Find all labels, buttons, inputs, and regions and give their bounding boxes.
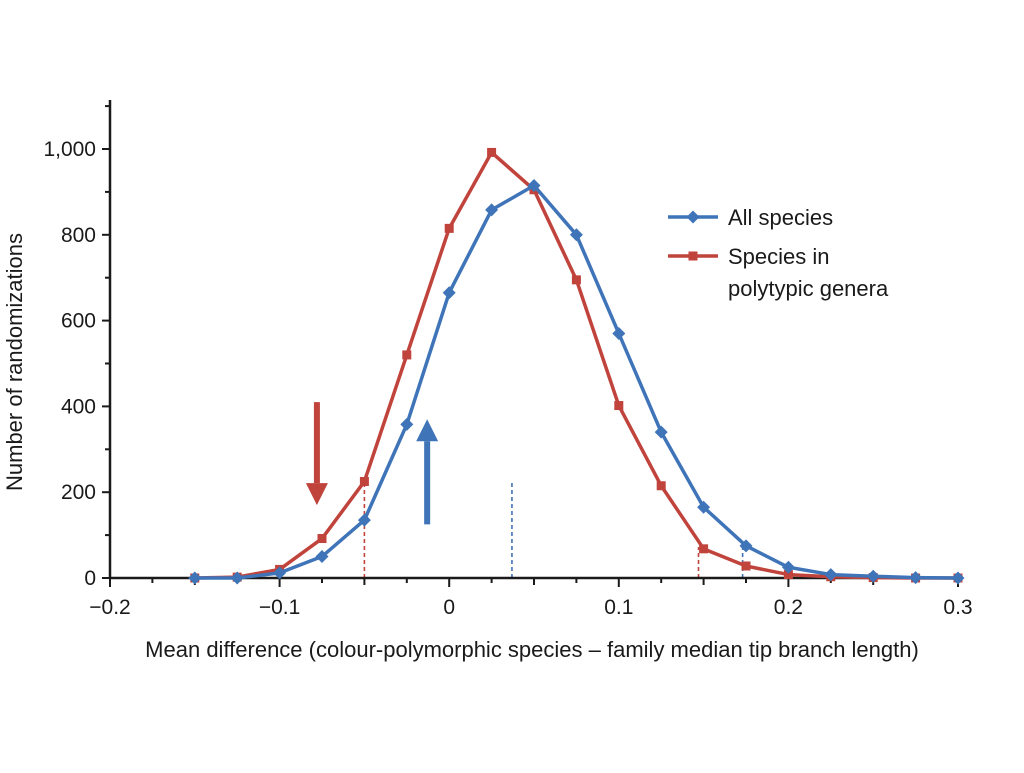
- legend-item-all-species: All species: [668, 205, 833, 230]
- data-point: [571, 275, 581, 285]
- series-group: [188, 147, 965, 585]
- x-tick-label: 0: [443, 596, 455, 619]
- data-point: [315, 550, 329, 564]
- critical-value-lines: [363, 481, 744, 578]
- x-tick-label: −0.2: [89, 596, 130, 619]
- x-tick-label: 0.3: [943, 596, 972, 619]
- arrow-head: [416, 419, 439, 442]
- data-point: [866, 569, 880, 583]
- arrow-head: [305, 483, 328, 506]
- series-line: [194, 150, 958, 580]
- x-tick-label: 0.1: [604, 596, 633, 619]
- y-tick-label: 1,000: [43, 138, 96, 161]
- legend-label: polytypic genera: [728, 276, 889, 301]
- data-point: [359, 476, 369, 486]
- data-point: [444, 223, 454, 233]
- data-point: [442, 286, 456, 300]
- data-point: [741, 561, 751, 571]
- y-axis-label: Number of randomizations: [2, 233, 27, 491]
- legend: All species Species in polytypic genera: [668, 205, 889, 301]
- data-point: [402, 350, 412, 360]
- legend-marker: [686, 210, 700, 224]
- data-point: [400, 417, 414, 431]
- data-point: [612, 326, 626, 340]
- axes: 0 200 400 600 800 1,000 −0.2 −0.1 0 0.1 0.2 0.3: [43, 100, 973, 619]
- blue-up-arrow: [416, 419, 439, 525]
- y-tick-label: 0: [84, 567, 96, 590]
- data-point: [188, 571, 202, 585]
- data-point: [569, 228, 583, 242]
- data-point: [357, 513, 371, 527]
- data-point: [656, 481, 666, 491]
- x-axis-label: Mean difference (colour-polymorphic spec…: [145, 637, 919, 662]
- data-point: [909, 571, 923, 585]
- x-tick-label: −0.1: [259, 596, 300, 619]
- data-point: [487, 147, 497, 157]
- data-point: [824, 568, 838, 582]
- data-point: [783, 570, 793, 580]
- x-tick-label: 0.2: [774, 596, 803, 619]
- data-point: [317, 534, 327, 544]
- annotation-arrows: [305, 402, 439, 525]
- data-point: [654, 425, 668, 439]
- legend-item-polytypic-genera: Species in polytypic genera: [668, 244, 889, 301]
- data-point: [951, 571, 965, 585]
- y-tick-label: 600: [61, 310, 96, 333]
- data-point: [485, 203, 499, 217]
- data-point: [739, 539, 753, 553]
- data-point: [699, 544, 709, 554]
- data-point: [614, 401, 624, 411]
- legend-label: All species: [728, 205, 833, 230]
- data-point: [273, 566, 287, 580]
- data-point: [781, 560, 795, 574]
- y-tick-label: 800: [61, 224, 96, 247]
- series-all-species: [188, 178, 965, 585]
- series-line: [194, 183, 959, 580]
- legend-label: Species in: [728, 244, 830, 269]
- legend-marker: [688, 251, 698, 261]
- data-point: [527, 178, 541, 192]
- y-tick-label: 400: [61, 395, 96, 418]
- y-tick-label: 200: [61, 481, 96, 504]
- data-point: [230, 571, 244, 585]
- red-down-arrow: [305, 402, 328, 506]
- data-point: [697, 500, 711, 514]
- series-polytypic-genera: [190, 147, 963, 583]
